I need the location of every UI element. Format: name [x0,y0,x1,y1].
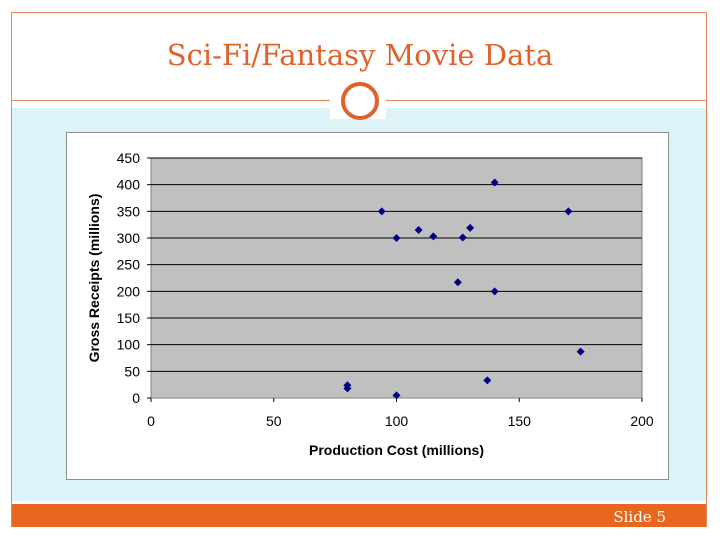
data-point [458,233,467,242]
x-tick-label: 100 [385,413,409,429]
data-point [392,391,401,400]
y-tick-label: 150 [117,310,141,326]
x-tick-label: 150 [508,413,532,429]
y-tick-label: 200 [117,283,141,299]
circle-ornament-icon [341,82,379,120]
data-point [377,207,386,216]
y-tick-label: 300 [117,230,141,246]
y-axis-title: Gross Receipts (millions) [86,194,102,363]
y-tick-label: 250 [117,257,141,273]
data-point [564,207,573,216]
y-tick-label: 400 [117,177,141,193]
data-point [490,178,499,187]
data-point [576,347,585,356]
data-point [453,278,462,287]
data-point [466,223,475,232]
x-tick-label: 50 [266,413,282,429]
data-point [483,376,492,385]
x-axis-ticks: 0 50 100 150 200 [147,398,654,429]
data-point [414,226,423,234]
data-point [343,384,352,393]
data-point [392,234,401,242]
x-axis-title: Production Cost (millions) [309,442,484,458]
x-tick-label: 200 [630,413,654,429]
y-tick-label: 0 [132,390,140,406]
gridlines [151,157,642,372]
plot-area [150,157,643,399]
y-tick-label: 450 [117,150,141,166]
y-tick-label: 350 [117,203,141,219]
data-points [343,178,585,400]
slide-title: Sci-Fi/Fantasy Movie Data [166,38,554,72]
y-axis-ticks: 0 50 100 150 200 250 300 350 400 450 [117,150,151,406]
y-tick-label: 50 [124,363,140,379]
data-point [429,232,438,241]
x-tick-label: 0 [147,413,155,429]
slide-number: Slide 5 [613,508,666,526]
footer-bar [12,504,706,527]
data-point [490,287,499,296]
y-tick-label: 100 [117,337,141,353]
